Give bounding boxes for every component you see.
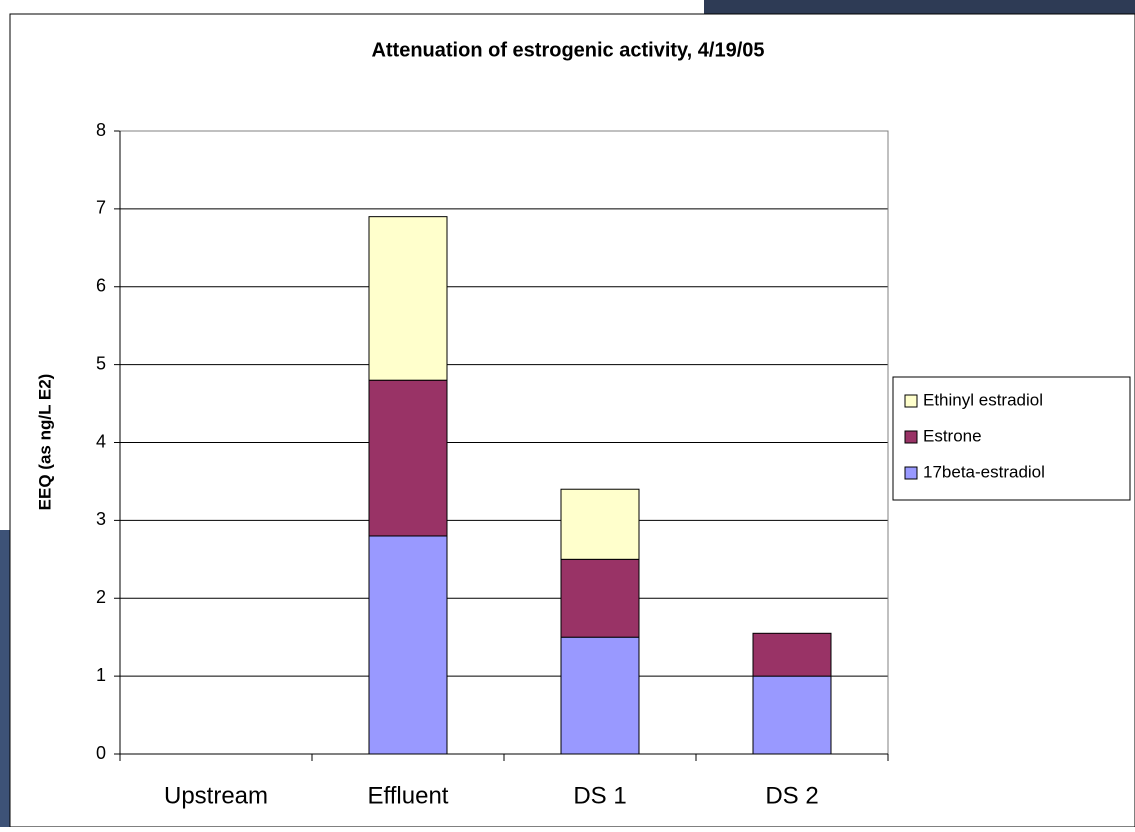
y-axis-label: EEQ (as ng/L E2) <box>35 374 54 511</box>
y-tick-label: 1 <box>96 665 106 685</box>
bar-segment <box>368 379 448 537</box>
legend-label: 17beta-estradiol <box>923 462 1045 481</box>
bar-segment <box>752 675 832 755</box>
x-tick-label: Upstream <box>164 782 268 809</box>
y-tick-label: 2 <box>96 587 106 607</box>
background-slide <box>704 0 1135 14</box>
x-tick-label: Effluent <box>368 782 449 809</box>
bar-segment <box>560 558 640 638</box>
chart-title: Attenuation of estrogenic activity, 4/19… <box>371 39 764 61</box>
x-tick-label: DS 2 <box>765 782 818 809</box>
y-tick-label: 5 <box>96 353 106 373</box>
bar-segment <box>368 216 448 381</box>
legend-label: Ethinyl estradiol <box>923 390 1043 409</box>
x-tick-label: DS 1 <box>573 782 626 809</box>
y-tick-label: 3 <box>96 509 106 529</box>
legend-label: Estrone <box>923 426 982 445</box>
y-tick-label: 4 <box>96 431 106 451</box>
legend-box <box>892 376 1131 501</box>
bar-segment <box>368 535 448 755</box>
legend-swatch <box>904 394 918 408</box>
background-slide <box>0 530 12 827</box>
legend-swatch <box>904 430 918 444</box>
bar-segment <box>560 488 640 560</box>
legend-swatch <box>904 466 918 480</box>
y-tick-label: 0 <box>96 743 106 763</box>
bar-segment <box>752 632 832 677</box>
bar-segment <box>560 636 640 755</box>
y-tick-label: 7 <box>96 198 106 218</box>
y-tick-label: 6 <box>96 276 106 296</box>
y-tick-label: 8 <box>96 120 106 140</box>
